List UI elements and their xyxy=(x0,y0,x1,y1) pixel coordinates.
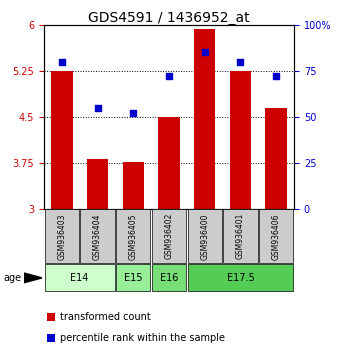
Text: GSM936405: GSM936405 xyxy=(129,213,138,259)
Bar xyxy=(230,72,251,209)
Text: GSM936403: GSM936403 xyxy=(57,213,66,259)
Text: GSM936404: GSM936404 xyxy=(93,213,102,259)
Text: age: age xyxy=(3,273,22,283)
Point xyxy=(95,105,100,110)
Point xyxy=(273,74,279,79)
Text: GSM936401: GSM936401 xyxy=(236,213,245,259)
Text: E14: E14 xyxy=(71,273,89,283)
Polygon shape xyxy=(24,273,42,283)
Bar xyxy=(223,210,258,263)
Text: GSM936402: GSM936402 xyxy=(165,213,173,259)
Point xyxy=(202,50,208,55)
Point xyxy=(59,59,65,64)
Text: percentile rank within the sample: percentile rank within the sample xyxy=(60,333,225,343)
Text: GSM936400: GSM936400 xyxy=(200,213,209,259)
Bar xyxy=(116,210,150,263)
Bar xyxy=(51,72,73,209)
Bar xyxy=(188,210,222,263)
Bar xyxy=(80,210,115,263)
Text: E16: E16 xyxy=(160,273,178,283)
Bar xyxy=(158,117,180,209)
Text: E17.5: E17.5 xyxy=(226,273,254,283)
Bar xyxy=(265,108,287,209)
Bar xyxy=(45,264,115,291)
Point xyxy=(166,74,172,79)
Text: GDS4591 / 1436952_at: GDS4591 / 1436952_at xyxy=(88,11,250,25)
Text: E15: E15 xyxy=(124,273,143,283)
Point xyxy=(130,110,136,116)
Bar xyxy=(87,159,108,209)
Bar xyxy=(259,210,293,263)
Bar xyxy=(188,264,293,291)
Bar xyxy=(152,210,186,263)
Bar xyxy=(152,264,186,291)
Text: transformed count: transformed count xyxy=(60,312,150,322)
Bar xyxy=(116,264,150,291)
Text: GSM936406: GSM936406 xyxy=(272,213,281,259)
Point xyxy=(238,59,243,64)
Bar xyxy=(123,162,144,209)
Bar xyxy=(45,210,79,263)
Bar xyxy=(194,29,215,209)
